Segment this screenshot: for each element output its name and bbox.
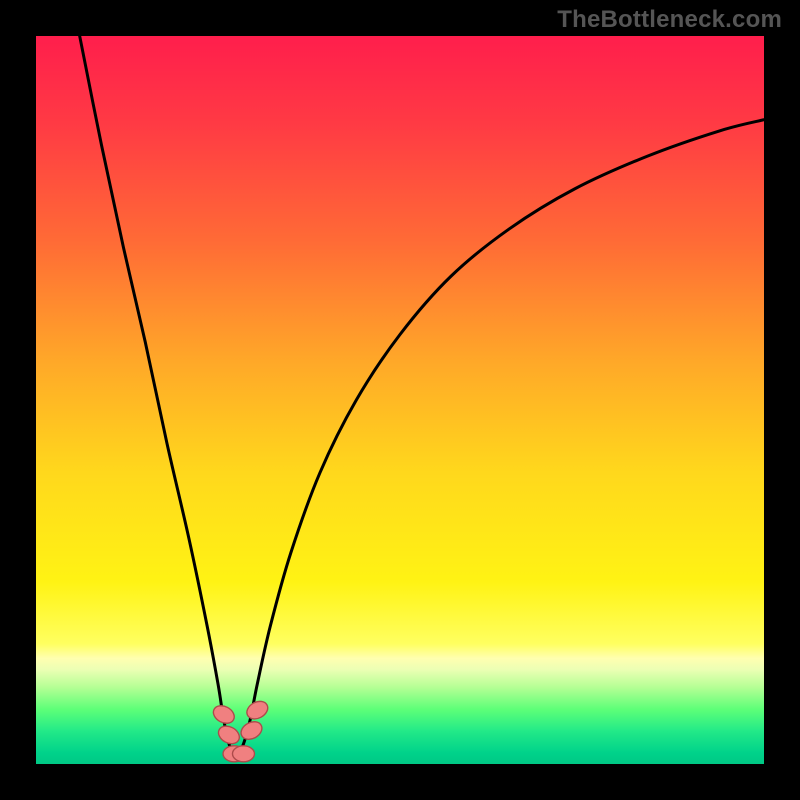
curve-marker [238,718,265,742]
plot-area [36,36,764,764]
bottleneck-curve [36,36,764,764]
watermark-text: TheBottleneck.com [557,6,782,34]
curve-marker [232,746,254,762]
frame: TheBottleneck.com [0,0,800,800]
curve-marker [210,702,237,726]
curve-marker [244,698,271,722]
curve-marker [215,723,242,747]
